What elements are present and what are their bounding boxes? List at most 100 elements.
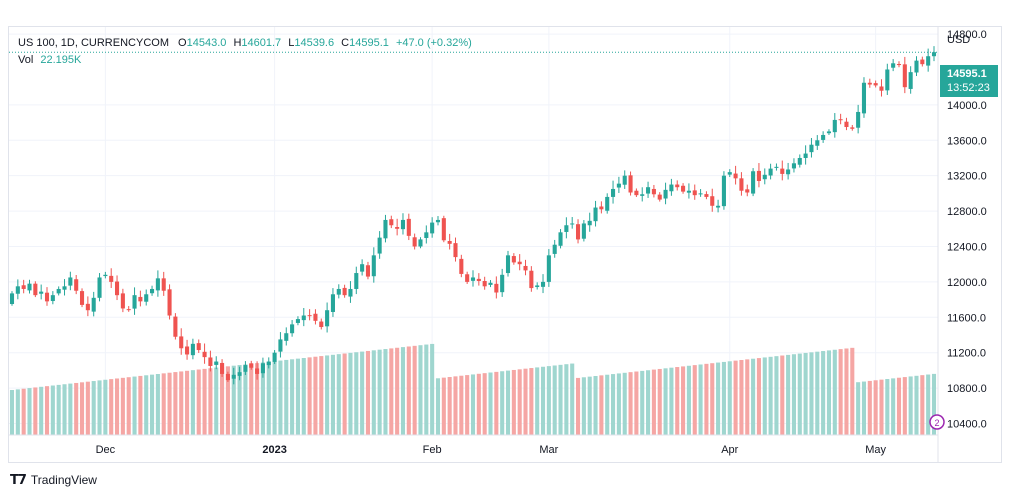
legend-ohlc-row: US 100, 1D, CURRENCYCOM O14543.0 H14601.… — [18, 35, 472, 52]
candle — [931, 46, 937, 62]
candle-body — [220, 362, 225, 374]
candle — [389, 215, 394, 229]
candle-body — [237, 372, 242, 376]
volume-bar — [745, 359, 750, 435]
footer[interactable]: 𝗧𝟳 TradingView — [10, 472, 97, 488]
candle — [891, 59, 896, 72]
candle-body — [791, 163, 796, 169]
candlestick-series — [9, 46, 937, 385]
candle-body — [412, 237, 417, 247]
volume-bar — [500, 371, 505, 435]
volume-bar — [552, 365, 557, 435]
candle-body — [470, 277, 476, 281]
candle-body — [272, 352, 277, 362]
y-tick-label: 12000.0 — [947, 277, 987, 289]
candle — [9, 291, 15, 306]
candle-body — [745, 189, 750, 193]
currency-label[interactable]: USD — [947, 34, 971, 46]
candle — [721, 171, 726, 210]
volume-bar — [494, 371, 499, 435]
candle-body — [751, 171, 756, 194]
candle-body — [505, 255, 511, 274]
candle-body — [494, 283, 499, 293]
candle-body — [838, 119, 843, 121]
candle-body — [780, 168, 785, 174]
volume-bar — [150, 374, 155, 435]
candle — [278, 332, 283, 358]
candle — [50, 291, 55, 305]
candle — [546, 249, 551, 287]
candle-body — [605, 196, 610, 211]
candle — [365, 261, 371, 280]
volume-bar — [640, 370, 645, 435]
candle — [914, 56, 919, 77]
volume-bar — [774, 356, 779, 435]
volume-bar — [44, 386, 50, 435]
candle-body — [179, 336, 184, 349]
candle-body — [535, 285, 540, 288]
volume-bar — [266, 361, 271, 435]
volume-bar — [470, 374, 476, 435]
volume-bar — [751, 358, 756, 435]
candle — [225, 371, 230, 382]
y-tick-label: 11600.0 — [947, 312, 986, 324]
volume-bar — [535, 367, 540, 435]
volume-bar — [605, 374, 610, 435]
candle-body — [330, 294, 335, 312]
candle-body — [395, 227, 400, 229]
candle-body — [307, 315, 312, 317]
volume-bar — [821, 351, 826, 435]
volume-bar — [441, 377, 446, 435]
candle-body — [727, 172, 732, 175]
symbol-title[interactable]: US 100, 1D, CURRENCYCOM — [18, 37, 169, 49]
candle — [698, 189, 703, 197]
event-marker-icon[interactable]: 2 — [929, 414, 945, 430]
volume-bar — [587, 376, 592, 435]
open-label: O — [178, 37, 187, 49]
y-tick-label: 13200.0 — [947, 171, 987, 183]
candle — [185, 339, 190, 360]
high-label: H — [233, 37, 242, 49]
candle — [482, 276, 487, 290]
volume-bar — [692, 365, 697, 435]
candle-body — [441, 218, 446, 241]
candle — [68, 271, 73, 291]
y-tick-label: 14800.0 — [947, 29, 987, 41]
volume-bar — [179, 371, 184, 435]
candle-body — [721, 175, 726, 207]
candle-body — [132, 295, 137, 309]
volume-bar — [231, 365, 236, 435]
candle — [867, 78, 872, 88]
volume-bar — [360, 351, 365, 435]
candle-body — [155, 278, 160, 291]
candle-body — [126, 309, 131, 311]
tradingview-logo-icon: 𝗧𝟳 — [10, 472, 27, 487]
candle-body — [74, 279, 79, 291]
candle — [505, 250, 511, 277]
candle-body — [185, 346, 190, 355]
low-value: 14539.6 — [294, 37, 335, 49]
candle — [255, 361, 260, 380]
candle-body — [190, 343, 195, 356]
candle — [348, 281, 353, 303]
volume-bar — [873, 380, 878, 435]
candle — [476, 273, 481, 286]
candle-body — [109, 275, 114, 282]
candle — [727, 169, 732, 178]
volume-label[interactable]: Vol — [18, 54, 34, 66]
candle-body — [348, 288, 353, 297]
candle — [173, 313, 178, 340]
volume-bar — [861, 381, 867, 435]
y-tick-label: 10800.0 — [947, 383, 987, 395]
candle-body — [885, 69, 890, 91]
candle-body — [599, 206, 604, 210]
volume-bar — [488, 372, 493, 435]
candle — [39, 284, 44, 300]
volume-bar — [9, 390, 15, 435]
volume-bar — [138, 375, 143, 435]
candle-body — [79, 291, 85, 305]
candle — [400, 213, 406, 235]
candle-body — [56, 288, 61, 294]
candle — [430, 217, 435, 238]
